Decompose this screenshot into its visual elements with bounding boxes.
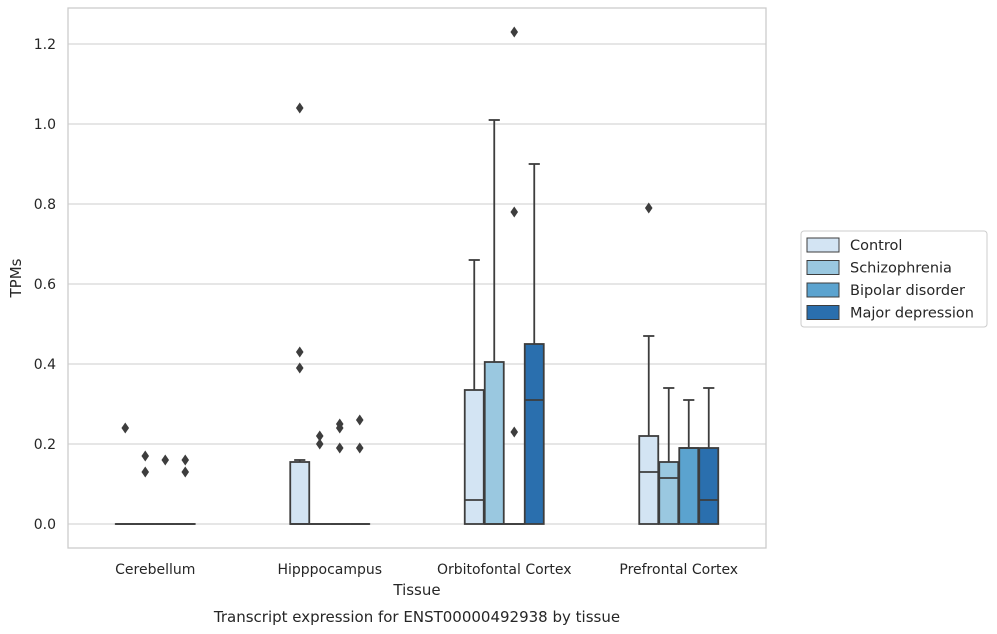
y-tick-label: 0.4: [34, 357, 56, 373]
box-group: [134, 450, 156, 525]
box-group: [329, 418, 351, 525]
legend-label: Bipolar disorder: [850, 283, 965, 299]
outlier-point: [510, 206, 519, 218]
x-axis-label: Tissue: [392, 581, 440, 599]
legend-label: Schizophrenia: [850, 261, 952, 277]
box-group: [174, 454, 196, 525]
box-group: [154, 454, 176, 525]
outlier-point: [355, 442, 364, 454]
outlier-point: [355, 414, 364, 426]
legend-label: Major depression: [850, 306, 974, 322]
outlier-point: [335, 442, 344, 454]
outlier-point: [315, 430, 324, 442]
outlier-point: [141, 450, 150, 462]
y-tick-label: 1.0: [34, 117, 56, 133]
box-group: [523, 163, 545, 525]
legend: Control Schizophrenia Bipolar disorder Majo…: [800, 230, 988, 328]
box-body: [523, 343, 545, 525]
box-group: [289, 102, 311, 525]
outlier-point: [121, 422, 130, 434]
box-body: [658, 461, 680, 525]
x-tick-label: Prefrontal Cortex: [619, 562, 738, 578]
box-group: [698, 387, 720, 525]
box-group: [678, 399, 700, 525]
box-group: [483, 119, 505, 525]
box-group: [463, 259, 485, 525]
y-tick-label: 0.2: [34, 437, 56, 453]
box-group: [503, 26, 525, 525]
box-body: [483, 361, 505, 525]
box-body: [638, 435, 660, 525]
box-group: [638, 202, 660, 525]
box-body: [698, 447, 720, 525]
box-group: [658, 387, 680, 525]
outlier-point: [181, 466, 190, 478]
box-body: [678, 447, 700, 525]
outlier-point: [181, 454, 190, 466]
y-axis-label: TPMs: [7, 258, 25, 298]
x-tick-label: Hipppocampus: [277, 562, 382, 578]
plot-frame: [67, 7, 767, 549]
legend-swatch: [806, 237, 840, 253]
legend-swatch: [806, 282, 840, 298]
legend-label: Control: [850, 238, 902, 254]
outlier-point: [141, 466, 150, 478]
legend-swatch: [806, 305, 840, 320]
y-tick-label: 1.2: [34, 37, 56, 53]
box-marks: [114, 26, 720, 525]
x-tick-label: Cerebellum: [115, 562, 195, 578]
box-body: [463, 389, 485, 525]
outlier-point: [295, 362, 304, 374]
outlier-point: [295, 346, 304, 358]
outlier-point: [295, 102, 304, 114]
outlier-point: [161, 454, 170, 466]
box-group: [349, 414, 371, 525]
y-axis-ticks: 0.0 0.2 0.4 0.6 0.8 1.0 1.2: [34, 37, 56, 533]
box-group: [309, 430, 331, 525]
outlier-point: [644, 202, 653, 214]
x-tick-label: Orbitofontal Cortex: [437, 562, 572, 578]
y-tick-label: 0.8: [34, 197, 56, 213]
legend-frame: [800, 230, 988, 328]
outlier-point: [510, 426, 519, 438]
legend-swatch: [806, 260, 840, 275]
chart-caption: Transcript expression for ENST0000049293…: [213, 608, 620, 626]
box-body: [289, 461, 311, 525]
box-group: [114, 422, 136, 525]
outlier-point: [335, 422, 344, 434]
x-axis-ticks: Cerebellum Hipppocampus Orbitofontal Corte…: [115, 562, 738, 578]
y-tick-label: 0.0: [34, 517, 56, 533]
outlier-point: [510, 26, 519, 38]
outlier-point: [315, 438, 324, 450]
y-tick-label: 0.6: [34, 277, 56, 293]
